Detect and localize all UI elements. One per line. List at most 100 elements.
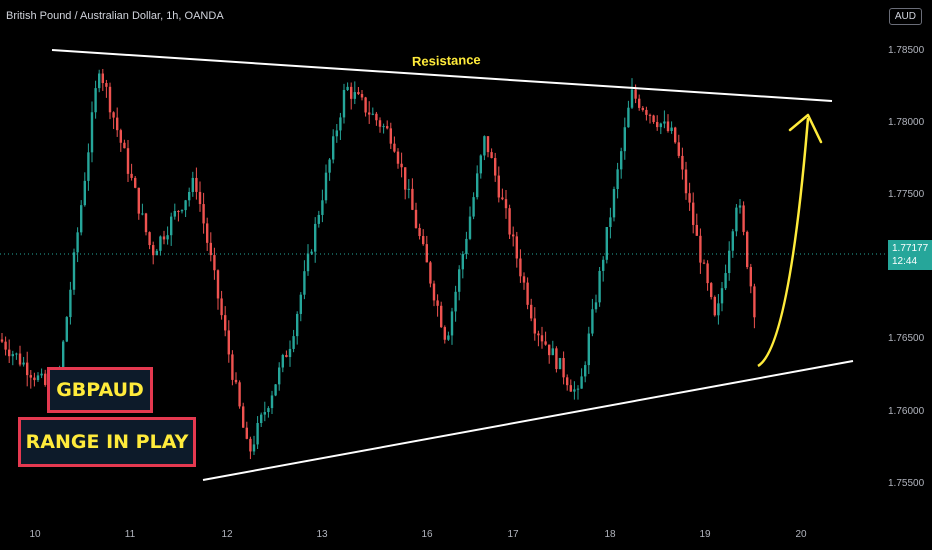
candle-body — [285, 355, 288, 358]
candle-body — [267, 408, 270, 413]
symbol-box: GBPAUD — [47, 367, 153, 413]
candle-body — [652, 115, 655, 123]
candle-body — [609, 217, 612, 228]
candle-body — [746, 231, 749, 268]
candle-body — [598, 270, 601, 303]
candle-body — [530, 304, 533, 319]
candle-body — [314, 223, 317, 252]
candle-body — [346, 86, 349, 90]
candle-body — [616, 169, 619, 190]
candle-body — [184, 200, 187, 211]
candle-body — [724, 273, 727, 289]
candle-body — [216, 270, 220, 299]
candle-body — [36, 375, 40, 381]
candle-body — [357, 92, 360, 95]
candle-body — [29, 375, 32, 378]
price-tick-label: 1.76500 — [888, 333, 925, 345]
candle-body — [695, 224, 698, 236]
candle-body — [281, 355, 284, 368]
candle-body — [202, 204, 205, 224]
candle-body — [440, 305, 443, 328]
candle-body — [519, 258, 522, 277]
candle-body — [195, 177, 198, 192]
candle-body — [173, 211, 176, 217]
candle-body — [497, 175, 500, 198]
candle-body — [134, 177, 137, 188]
projection-arrowhead — [788, 113, 823, 144]
candle-body — [479, 155, 482, 174]
candle-body — [339, 117, 342, 131]
candle-body — [40, 373, 43, 376]
candle-body — [116, 117, 119, 131]
candle-body — [234, 379, 238, 383]
candle-body — [645, 109, 648, 115]
candle-body — [227, 330, 230, 355]
candle-body — [188, 191, 191, 201]
candle-body — [90, 112, 94, 153]
candle-body — [436, 300, 439, 306]
time-tick-label: 11 — [124, 529, 136, 540]
candle-body — [260, 414, 263, 423]
candle-body — [94, 88, 97, 113]
candle-body — [342, 89, 346, 118]
candle-body — [191, 177, 194, 192]
candle-body — [4, 341, 7, 350]
candle-body — [515, 236, 518, 259]
candle-body — [76, 232, 79, 253]
time-tick-label: 13 — [316, 529, 328, 540]
candle-body — [274, 384, 277, 396]
candle-body — [123, 142, 126, 149]
candle-body — [177, 211, 180, 213]
candle-body — [332, 136, 335, 160]
candle-body — [494, 158, 497, 176]
candle-body — [483, 136, 486, 156]
candle-body — [753, 286, 756, 318]
candle-body — [141, 213, 144, 215]
price-tick-label: 1.78000 — [888, 116, 925, 128]
candle-body — [544, 341, 547, 345]
candle-body — [576, 388, 580, 390]
candle-body — [602, 259, 605, 271]
candle-body — [688, 193, 691, 203]
candle-body — [62, 341, 65, 371]
current-price-value: 1.77177 — [892, 243, 929, 254]
current-price-countdown: 12:44 — [892, 256, 918, 267]
currency-badge[interactable]: AUD — [888, 8, 922, 25]
candle-body — [378, 120, 382, 127]
candle-body — [634, 89, 637, 99]
support-trendline[interactable] — [202, 360, 854, 481]
candle-body — [209, 242, 212, 256]
candle-body — [72, 252, 76, 290]
candle-body — [706, 263, 709, 284]
candle-body — [206, 223, 209, 243]
candle-body — [666, 121, 670, 131]
price-tick-label: 1.75500 — [888, 477, 925, 489]
candle-body — [605, 227, 608, 260]
candle-body — [472, 197, 475, 217]
candle-body — [249, 438, 252, 452]
candle-body — [18, 353, 22, 365]
candle-body — [148, 232, 151, 246]
candle-body — [303, 271, 306, 295]
candle-body — [328, 159, 331, 173]
candle-body — [486, 136, 490, 153]
candle-body — [306, 253, 310, 272]
candle-body — [630, 89, 634, 108]
candle-body — [26, 362, 29, 376]
candle-body — [288, 348, 292, 358]
resistance-trendline[interactable] — [51, 49, 833, 102]
candle-body — [87, 152, 90, 181]
candle-body — [713, 297, 716, 316]
candle-body — [591, 309, 594, 334]
candle-body — [119, 130, 122, 143]
candle-body — [731, 231, 734, 251]
candle-body — [674, 127, 677, 143]
candle-body — [540, 335, 544, 342]
candle-body — [65, 317, 68, 342]
projection-arrow[interactable] — [757, 117, 810, 368]
candle-body — [656, 122, 659, 128]
candle-body — [368, 112, 371, 115]
candle-body — [98, 73, 101, 89]
candle-body — [112, 112, 115, 118]
